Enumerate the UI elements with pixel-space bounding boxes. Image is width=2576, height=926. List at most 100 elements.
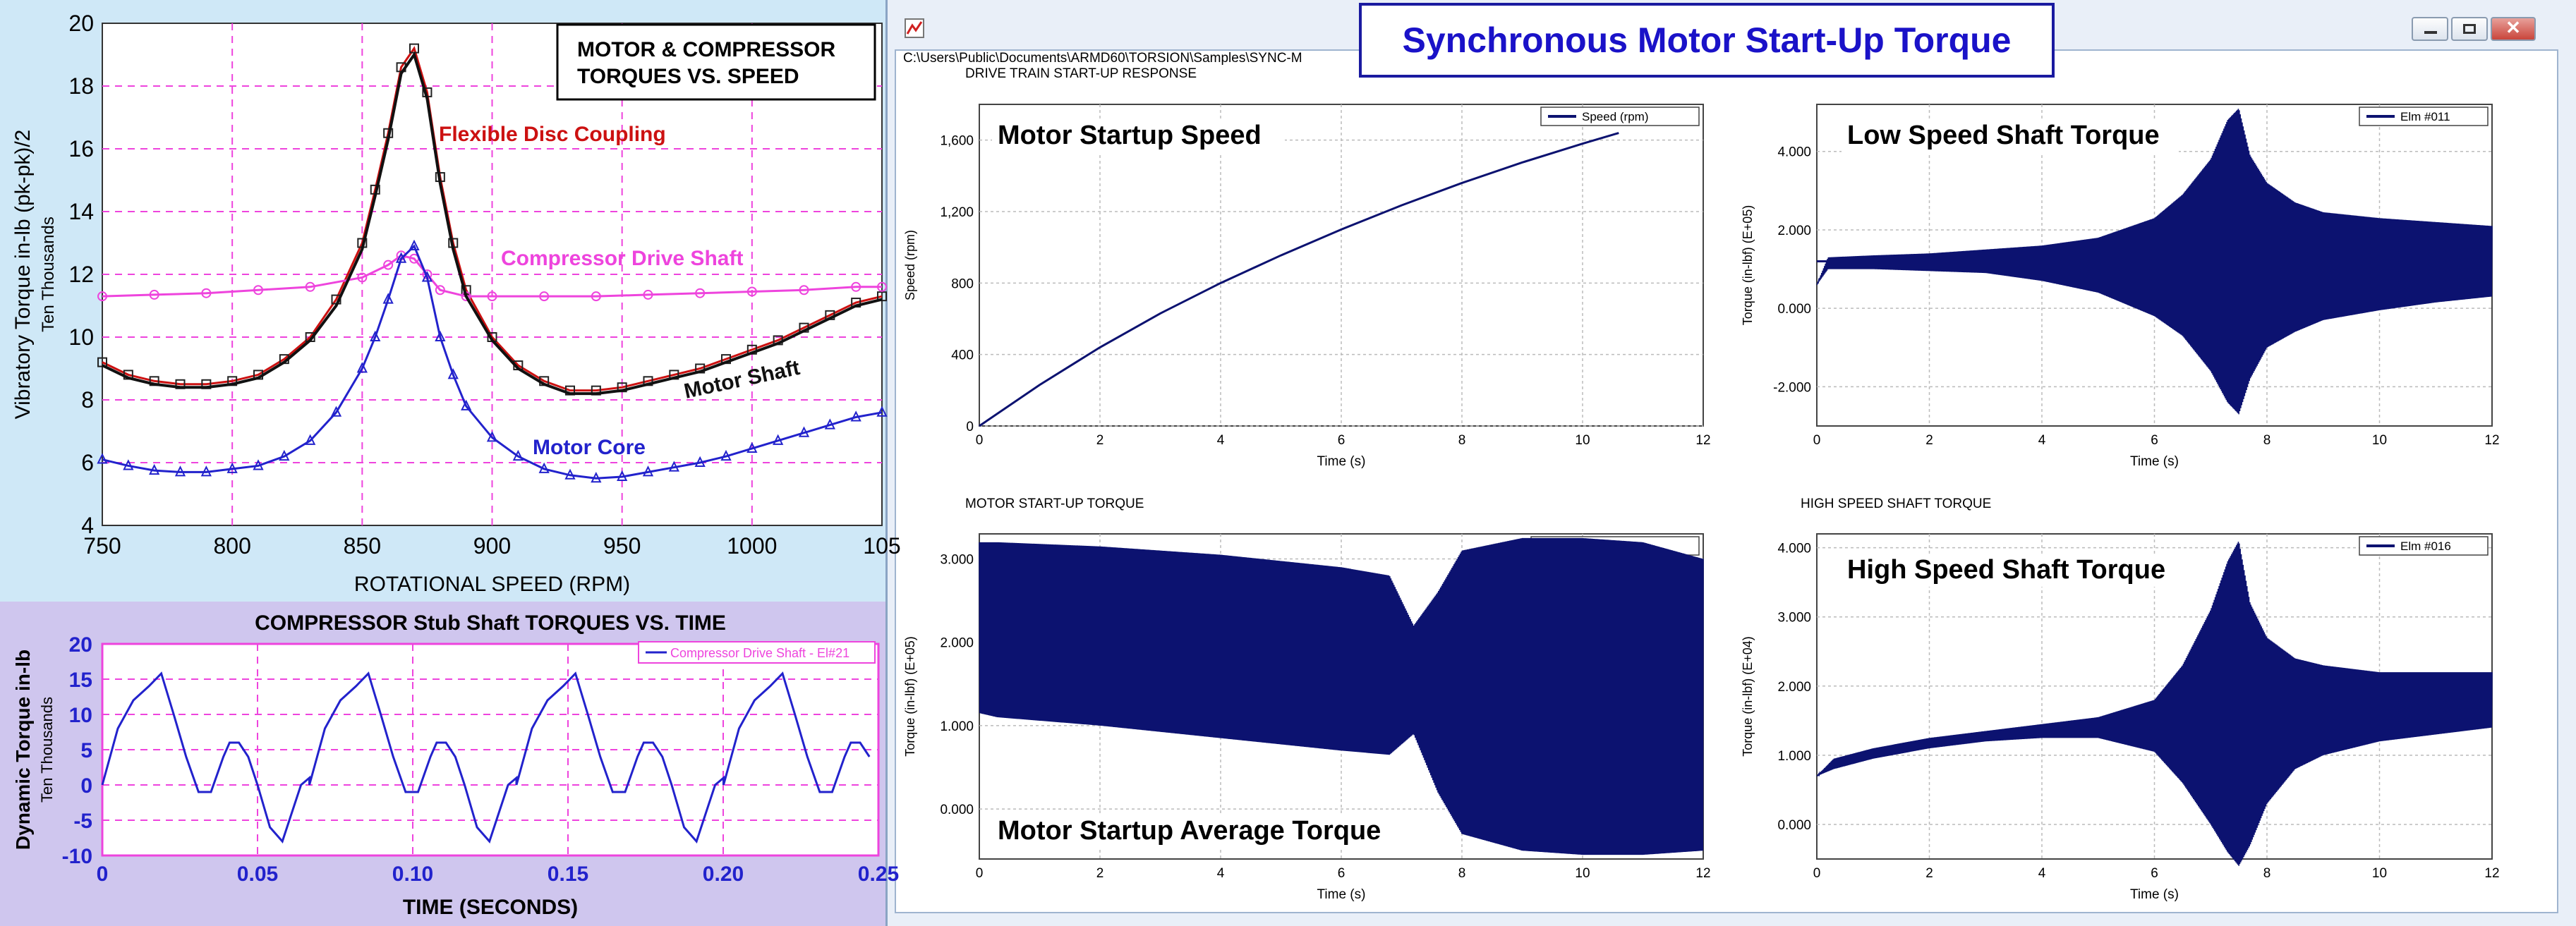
data-point [538, 462, 550, 473]
section-heading-motor: MOTOR START-UP TORQUE [965, 496, 1144, 511]
y-tick-label: 4.000 [1777, 145, 1811, 160]
y-axis-sublabel: Ten Thousands [39, 217, 58, 332]
x-tick-label: 12 [1695, 433, 1710, 448]
x-tick-label: 0 [976, 866, 984, 881]
x-tick-label: 6 [2151, 866, 2158, 881]
data-point [564, 468, 576, 480]
y-tick-label: 2.000 [940, 636, 974, 651]
data-point [851, 281, 861, 292]
data-point [357, 272, 368, 283]
y-tick-label: 1,200 [940, 205, 974, 220]
data-point [330, 406, 342, 417]
x-tick-label: 850 [344, 533, 381, 559]
y-tick-label: 2.000 [1777, 680, 1811, 695]
legend-label: Elm #011 [2400, 110, 2450, 123]
y-tick-label: -2.000 [1773, 380, 1811, 395]
data-point [200, 465, 212, 477]
data-point [409, 239, 420, 250]
data-point [253, 459, 264, 470]
data-point [435, 285, 445, 296]
data-point [591, 472, 602, 483]
x-axis-label: TIME (SECONDS) [403, 896, 578, 919]
close-button[interactable]: ✕ [2491, 17, 2536, 41]
y-tick-label: 12 [68, 262, 94, 287]
y-tick-label: 5 [80, 739, 92, 762]
x-tick-label: 0 [1813, 433, 1821, 448]
y-tick-label: 4 [81, 513, 94, 538]
data-point [850, 410, 861, 422]
series-line [979, 132, 1619, 427]
x-axis-label: Time (s) [1317, 887, 1366, 902]
data-point [877, 281, 887, 292]
y-tick-label: 0.000 [1777, 302, 1811, 317]
y-axis-label: Torque (in-lbf) (E+05) [903, 636, 917, 757]
chart-title-bg [992, 120, 1285, 152]
file-path: C:\Users\Public\Documents\ARMD60\TORSION… [903, 51, 1302, 66]
x-tick-label: 10 [2372, 433, 2387, 448]
x-tick-label: 12 [1695, 866, 1710, 881]
y-tick-label: 3.000 [940, 552, 974, 567]
maximize-button[interactable] [2451, 17, 2488, 41]
x-tick-label: 750 [83, 533, 121, 559]
data-point [174, 465, 186, 477]
y-tick-label: 400 [951, 348, 974, 363]
chart-title-bg [1842, 554, 2194, 587]
data-point [720, 449, 732, 461]
x-tick-label: 0 [976, 433, 984, 448]
x-axis-label: Time (s) [2130, 454, 2179, 469]
chart-title: MOTOR & COMPRESSOR [577, 38, 835, 61]
data-point [746, 286, 757, 297]
x-tick-label: 800 [213, 533, 250, 559]
data-point [97, 453, 108, 464]
x-tick-label: 4 [2038, 433, 2046, 448]
minimize-button[interactable] [2412, 17, 2448, 41]
x-tick-label: 10 [2372, 866, 2387, 881]
data-point [123, 459, 134, 470]
series-line [101, 671, 871, 843]
y-tick-label: 1,600 [940, 134, 974, 149]
y-tick-label: 10 [69, 704, 92, 727]
chart-title-box [556, 23, 876, 101]
maximize-icon [2463, 24, 2476, 34]
data-point [356, 362, 368, 373]
data-point [694, 456, 706, 467]
x-tick-label: 0.05 [237, 863, 278, 886]
data-point [512, 449, 524, 461]
y-tick-label: 6 [81, 450, 94, 475]
data-point [149, 463, 160, 475]
x-tick-label: 4 [1217, 866, 1225, 881]
y-tick-label: 15 [69, 669, 92, 692]
x-tick-label: 2 [1925, 866, 1933, 881]
y-tick-label: 14 [68, 199, 94, 224]
data-point [226, 462, 238, 473]
y-tick-label: 4.000 [1777, 542, 1811, 556]
chart-title: High Speed Shaft Torque [1847, 555, 2165, 585]
x-tick-label: 4 [1217, 433, 1225, 448]
x-tick-label: 1000 [727, 533, 777, 559]
series-line [102, 51, 883, 396]
x-tick-label: 6 [2151, 433, 2158, 448]
y-tick-label: -5 [73, 810, 92, 833]
banner-title: Synchronous Motor Start-Up Torque [1359, 3, 2055, 78]
x-tick-label: 8 [1458, 866, 1466, 881]
chart-title-bg [1842, 120, 2179, 152]
data-point [773, 434, 784, 445]
legend-label: Compressor Drive Shaft - El#21 [670, 646, 849, 660]
y-axis-label: Speed (rpm) [903, 230, 917, 300]
chart-title: Low Speed Shaft Torque [1847, 121, 2160, 150]
data-point [798, 426, 810, 437]
data-point [370, 330, 381, 341]
chart-title: TORQUES VS. SPEED [577, 65, 799, 88]
y-tick-label: 0 [80, 774, 92, 798]
x-tick-label: 2 [1096, 433, 1104, 448]
data-point [643, 289, 653, 300]
y-tick-label: 800 [951, 276, 974, 291]
series-line [102, 254, 882, 298]
data-point [642, 465, 654, 477]
x-tick-label: 8 [2263, 433, 2271, 448]
x-tick-label: 0 [97, 863, 109, 886]
x-tick-label: 10 [1575, 866, 1590, 881]
y-tick-label: 20 [68, 11, 94, 36]
data-point [149, 289, 159, 300]
